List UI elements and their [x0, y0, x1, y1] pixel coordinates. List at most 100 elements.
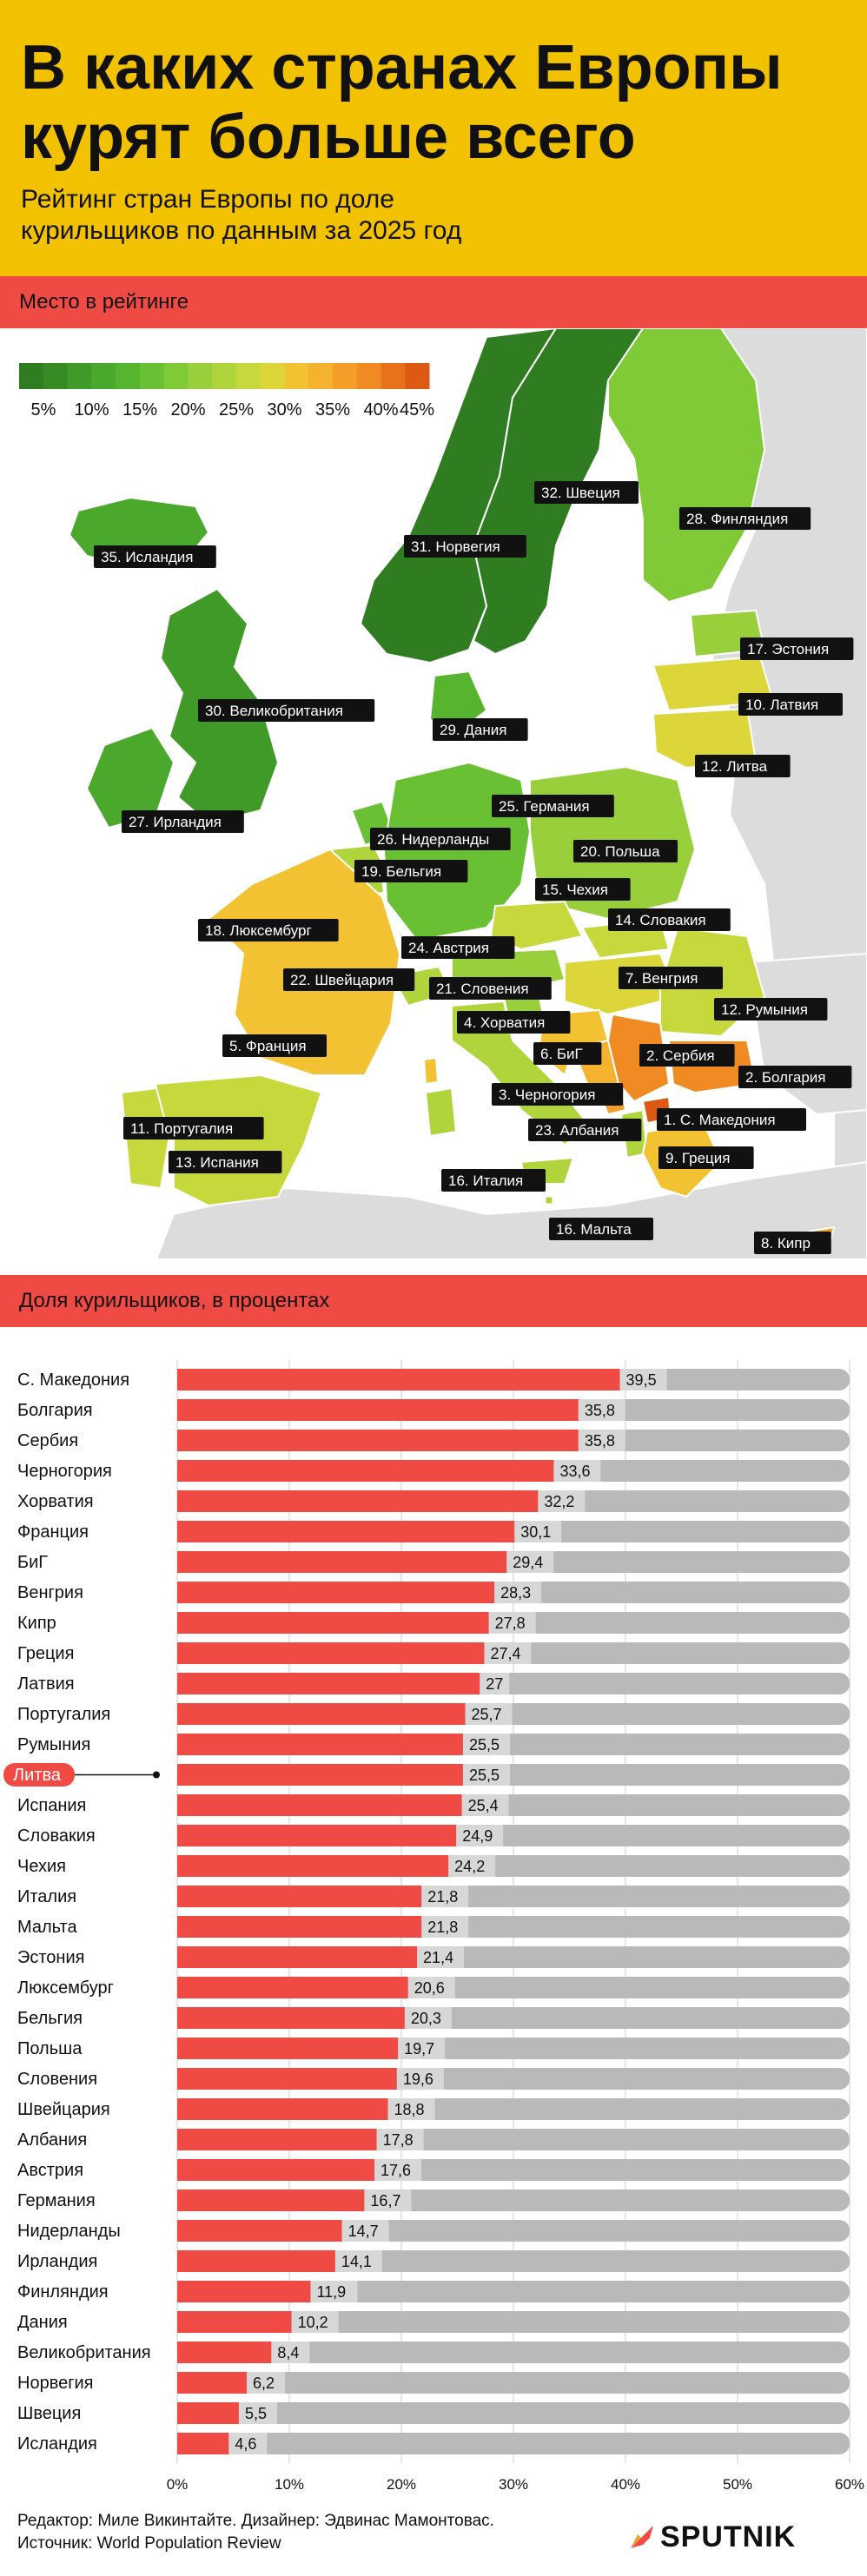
value-label-bg [376, 2129, 424, 2150]
value-label: 35,8 [585, 1402, 615, 1419]
map-label: 24. Австрия [401, 936, 515, 959]
value-label: 16,7 [370, 2192, 400, 2209]
map-label: 8. Кипр [754, 1232, 831, 1254]
category-label: Дания [17, 2313, 68, 2332]
map-label-text: 1. С. Македония [664, 1112, 776, 1128]
map-label-text: 7. Венгрия [625, 970, 698, 987]
map-label-text: 6. БиГ [540, 1046, 583, 1062]
map-label: 1. С. Македония [657, 1108, 806, 1131]
map-label-text: 28. Финляндия [686, 511, 788, 527]
legend-tick-label: 30% [267, 400, 301, 419]
value-label: 27 [486, 1675, 503, 1693]
category-label: Болгария [17, 1401, 93, 1420]
value-label: 8,4 [277, 2344, 299, 2361]
bar [177, 2068, 397, 2090]
bar-row: Нидерланды 14,7 [17, 2220, 850, 2242]
value-label-bg [462, 1734, 510, 1755]
value-label-bg [506, 1551, 554, 1573]
legend-swatch [67, 363, 92, 389]
title-line-1: В каких странах Европы [21, 33, 783, 102]
map-label-box [619, 967, 723, 989]
map-label-box [535, 878, 631, 901]
bar-row: Дания 10,2 [17, 2311, 850, 2333]
map-label: 3. Черногория [492, 1083, 624, 1106]
map-label-box [122, 810, 244, 833]
map-label-text: 8. Кипр [761, 1235, 811, 1252]
highlight-pill [3, 1763, 75, 1787]
legend-swatch [260, 363, 285, 389]
map-label: 19. Бельгия [354, 860, 468, 882]
legend-swatch [308, 363, 334, 389]
bar-track [177, 2433, 850, 2454]
value-label-bg [407, 1977, 455, 1998]
category-label: Италия [17, 1887, 76, 1906]
category-label: Норвегия [17, 2374, 94, 2393]
country-serbia [606, 1013, 671, 1103]
map-label: 11. Португалия [123, 1117, 264, 1139]
map-label-box [738, 693, 843, 716]
map-label-box [492, 795, 614, 817]
value-label: 20,6 [414, 1979, 445, 1997]
bar [177, 1642, 485, 1664]
map-label-box [492, 1083, 624, 1106]
bar-grid [176, 1360, 850, 2463]
map-label-box [198, 919, 339, 941]
legend-tick-label: 5% [31, 400, 56, 419]
value-label: 32,2 [544, 1493, 574, 1510]
value-label-bg [488, 1612, 536, 1634]
map-label-text: 11. Португалия [130, 1120, 233, 1137]
map-label-box [714, 998, 828, 1020]
value-label: 10,2 [298, 2314, 328, 2331]
bar [177, 2098, 388, 2120]
bar-row: Бельгия 20,3 [17, 2007, 850, 2029]
category-label: Латвия [17, 1674, 75, 1694]
map-label: 30. Великобритания [198, 699, 375, 722]
map-label-box [534, 481, 639, 504]
bar-row: Швейцария 18,8 [17, 2098, 850, 2120]
map-label: 31. Норвегия [404, 535, 526, 558]
map-label: 9. Греция [659, 1146, 754, 1169]
map-label: 12. Румыния [714, 998, 828, 1020]
map-label-box [354, 860, 468, 882]
map-label-box [370, 828, 511, 850]
map-label-box [695, 755, 791, 777]
value-label: 24,2 [454, 1858, 485, 1875]
value-label: 21,8 [427, 1888, 458, 1906]
bar-row: Франция 30,1 [17, 1521, 850, 1542]
map-label: 22. Швейцария [283, 968, 415, 991]
value-label-bg [417, 1946, 465, 1968]
map-label: 27. Ирландия [122, 810, 244, 833]
category-label: Исландия [17, 2434, 97, 2454]
bar-row: Португалия 25,7 [17, 1703, 850, 1725]
credits-line-2: Источник: World Population Review [17, 2534, 281, 2553]
value-label-bg [484, 1642, 532, 1664]
bar [177, 2159, 375, 2181]
category-label: Германия [17, 2191, 96, 2210]
category-label: Мальта [17, 1918, 77, 1937]
value-label: 21,8 [427, 1919, 458, 1936]
page-title: В каких странах Европы курят больше всег… [21, 33, 846, 172]
category-label: Сербия [17, 1431, 78, 1450]
bar-row: Эстония 21,4 [17, 1946, 850, 1968]
legend-swatch [405, 363, 430, 389]
map-label: 14. Словакия [608, 908, 731, 931]
map-label-text: 2. Болгария [745, 1069, 826, 1086]
bar [177, 1703, 466, 1725]
subtitle-line-2: курильщиков по данным за 2025 год [21, 216, 462, 245]
map-label-text: 16. Италия [448, 1172, 523, 1189]
category-label: Словения [17, 2070, 97, 2089]
bar-row: Люксембург 20,6 [17, 1977, 850, 1998]
x-tick-label: 40% [611, 2476, 640, 2493]
legend-swatch [284, 363, 309, 389]
country-sardinia [424, 1087, 458, 1138]
map-label-box [94, 545, 216, 568]
map-label-box [738, 1066, 852, 1088]
value-label: 14,1 [341, 2253, 372, 2270]
bar-row: Болгария 35,8 [17, 1399, 850, 1421]
map-label-box [457, 1011, 571, 1034]
map-label-text: 19. Бельгия [361, 863, 441, 880]
value-label-bg [398, 2038, 446, 2059]
legend-swatch [139, 363, 165, 389]
bar [177, 2220, 342, 2242]
map-label-text: 25. Германия [499, 798, 590, 815]
